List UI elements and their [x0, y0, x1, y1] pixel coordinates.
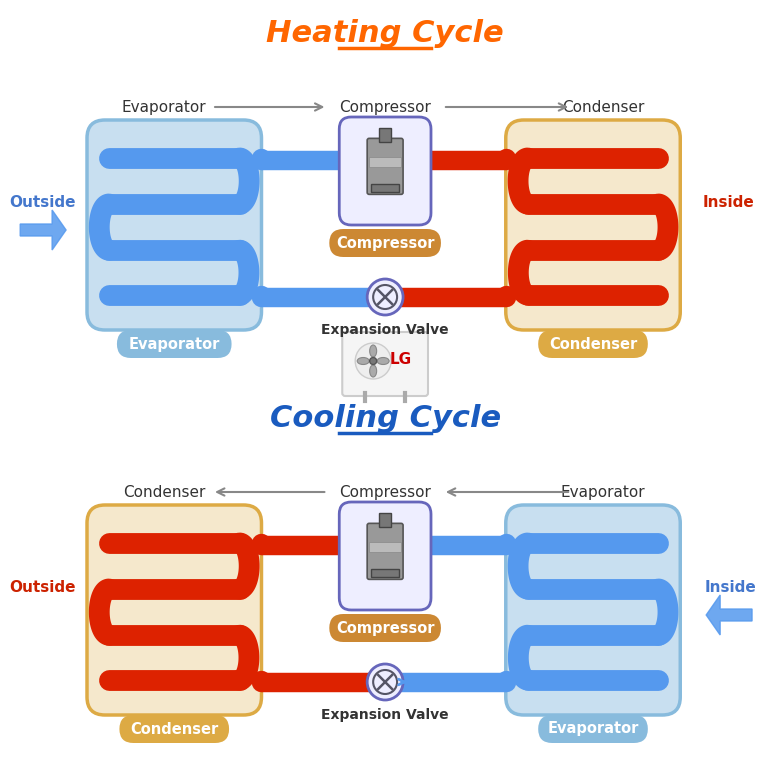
FancyBboxPatch shape — [329, 614, 441, 642]
Text: Inside: Inside — [702, 195, 754, 209]
Text: Expansion Valve: Expansion Valve — [321, 323, 449, 337]
Circle shape — [367, 664, 403, 700]
Text: Condenser: Condenser — [549, 336, 637, 351]
Polygon shape — [707, 595, 752, 635]
Text: Expansion Valve: Expansion Valve — [321, 708, 449, 722]
Text: Outside: Outside — [9, 195, 75, 209]
Text: Compressor: Compressor — [339, 484, 431, 500]
Circle shape — [356, 343, 391, 379]
Circle shape — [367, 279, 403, 315]
Text: Outside: Outside — [9, 580, 75, 594]
Text: Evaporator: Evaporator — [561, 484, 645, 500]
Text: Cooling Cycle: Cooling Cycle — [270, 403, 501, 433]
Bar — [369, 542, 401, 552]
FancyBboxPatch shape — [87, 120, 261, 330]
Circle shape — [369, 357, 376, 364]
FancyBboxPatch shape — [117, 330, 232, 358]
Text: Compressor: Compressor — [336, 236, 435, 250]
Text: Compressor: Compressor — [339, 99, 431, 115]
FancyBboxPatch shape — [506, 505, 680, 715]
Bar — [371, 569, 399, 578]
Text: Compressor: Compressor — [336, 621, 435, 635]
Ellipse shape — [369, 365, 376, 377]
Text: Condenser: Condenser — [562, 99, 644, 115]
Text: Condenser: Condenser — [130, 721, 218, 736]
FancyBboxPatch shape — [506, 120, 680, 330]
Text: Evaporator: Evaporator — [122, 99, 207, 115]
FancyBboxPatch shape — [339, 502, 431, 610]
Text: Heating Cycle: Heating Cycle — [266, 18, 504, 48]
FancyBboxPatch shape — [339, 117, 431, 225]
Text: Evaporator: Evaporator — [128, 336, 220, 351]
Text: LG: LG — [390, 351, 412, 367]
FancyBboxPatch shape — [538, 715, 648, 743]
FancyBboxPatch shape — [367, 139, 403, 194]
FancyBboxPatch shape — [538, 330, 648, 358]
FancyBboxPatch shape — [329, 229, 441, 257]
FancyBboxPatch shape — [343, 332, 428, 396]
Bar — [379, 514, 391, 527]
FancyBboxPatch shape — [119, 715, 229, 743]
Ellipse shape — [357, 357, 369, 364]
Ellipse shape — [377, 357, 389, 364]
FancyBboxPatch shape — [367, 524, 403, 579]
Text: Inside: Inside — [704, 580, 756, 594]
Bar — [379, 129, 391, 142]
Bar — [369, 157, 401, 167]
Ellipse shape — [369, 345, 376, 357]
Text: Evaporator: Evaporator — [548, 721, 639, 736]
Text: Condenser: Condenser — [123, 484, 206, 500]
Polygon shape — [20, 210, 66, 250]
FancyBboxPatch shape — [87, 505, 261, 715]
Bar — [371, 184, 399, 192]
